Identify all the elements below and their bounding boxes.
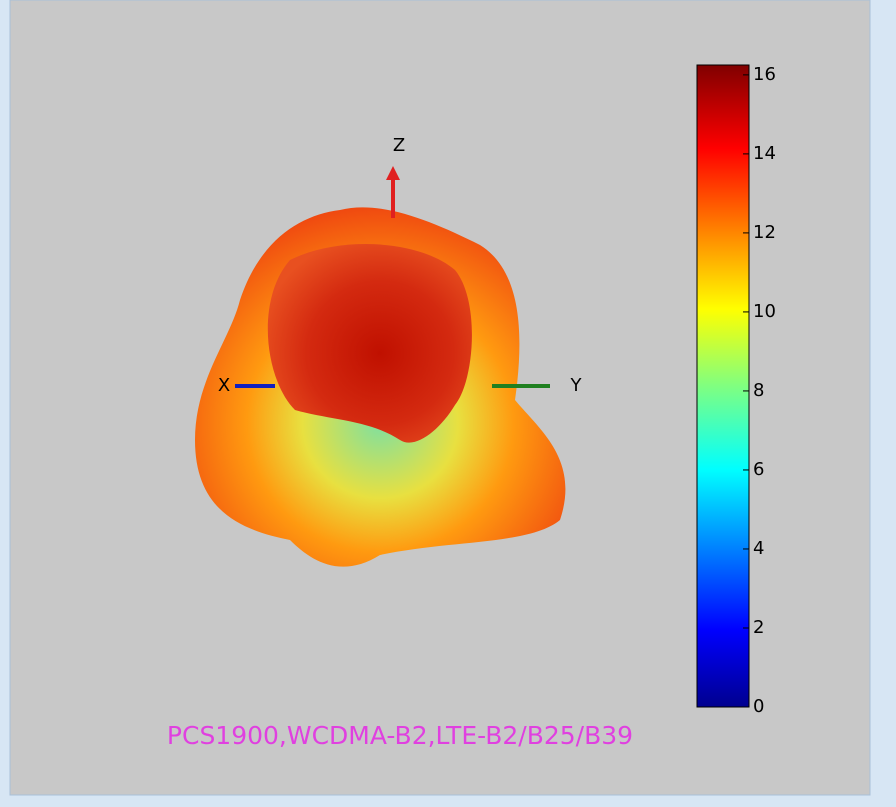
colorbar-tick-label: 10 <box>753 301 776 322</box>
colorbar-tick-label: 0 <box>753 696 764 717</box>
colorbar-tick-label: 2 <box>753 617 764 638</box>
z-arrow <box>386 166 400 180</box>
x-label: X <box>218 375 230 396</box>
colorbar-tick-label: 12 <box>753 222 776 243</box>
pattern-inner <box>267 243 472 443</box>
colorbar <box>696 64 750 708</box>
colorbar-tick-label: 8 <box>753 380 764 401</box>
caption: PCS1900,WCDMA-B2,LTE-B2/B25/B39 <box>167 721 633 750</box>
colorbar-tick-label: 4 <box>753 538 764 559</box>
y-label: Y <box>570 375 583 396</box>
colorbar-tick-label: 16 <box>753 64 776 85</box>
colorbar-tick-label: 14 <box>753 143 776 164</box>
z-label: Z <box>393 135 405 156</box>
colorbar-tick-label: 6 <box>753 459 764 480</box>
